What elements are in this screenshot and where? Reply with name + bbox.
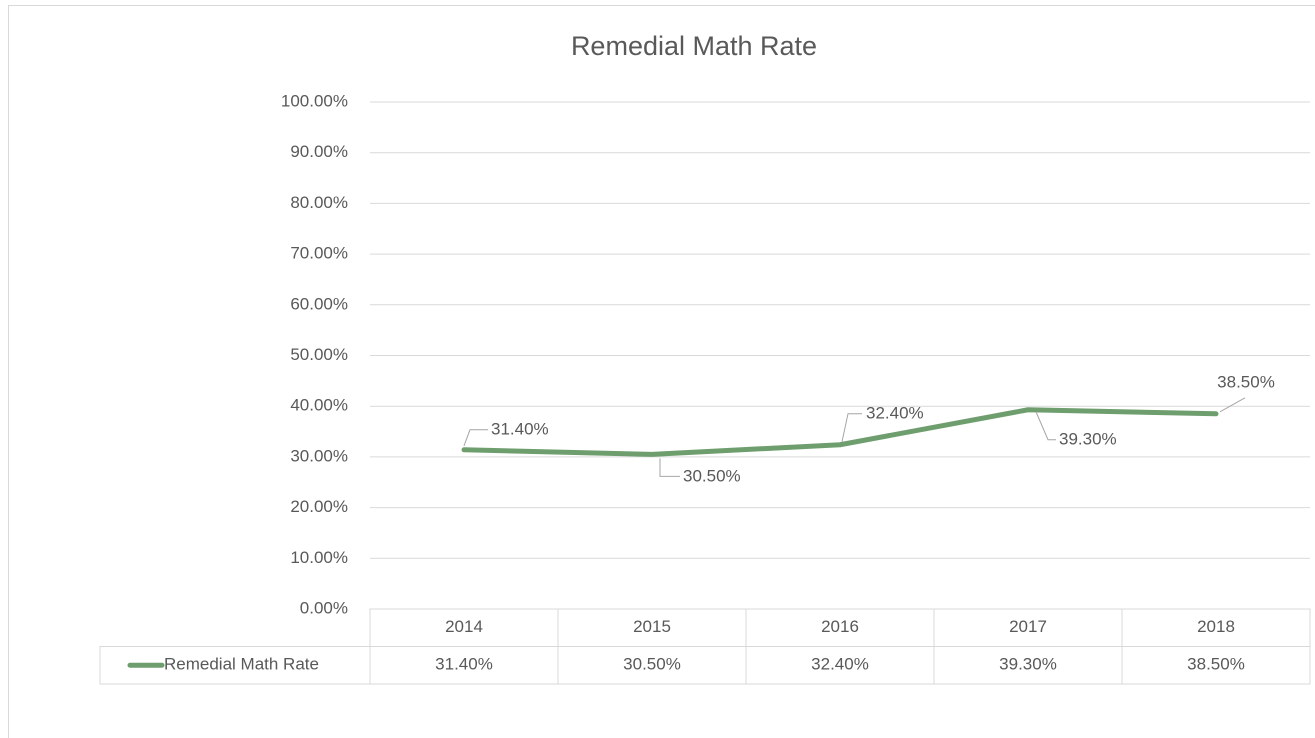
- leader-line: [1035, 411, 1056, 441]
- x-tick-label: 2017: [1009, 617, 1047, 636]
- y-tick-label: 100.00%: [281, 91, 348, 110]
- x-tick-label: 2014: [445, 617, 483, 636]
- leader-line: [1219, 397, 1246, 413]
- data-table-row: [99, 646, 1311, 685]
- y-tick-label: 0.00%: [300, 598, 348, 617]
- y-tick-label: 70.00%: [290, 244, 348, 263]
- x-tick-label: 2015: [633, 617, 671, 636]
- y-tick-label: 30.00%: [290, 446, 348, 465]
- leader-line: [463, 429, 488, 446]
- data-label: 30.50%: [683, 466, 741, 485]
- y-tick-label: 10.00%: [290, 548, 348, 567]
- leader-line: [659, 458, 680, 477]
- y-tick-label: 60.00%: [290, 294, 348, 313]
- table-value: 31.40%: [435, 655, 493, 674]
- x-tick-label: 2016: [821, 617, 859, 636]
- y-tick-label: 40.00%: [290, 396, 348, 415]
- table-value: 30.50%: [623, 655, 681, 674]
- y-tick-label: 80.00%: [290, 193, 348, 212]
- table-value: 38.50%: [1187, 655, 1245, 674]
- table-value: 32.40%: [811, 655, 869, 674]
- data-line: [461, 407, 1219, 457]
- data-label: 31.40%: [491, 419, 549, 438]
- legend-label: Remedial Math Rate: [164, 655, 319, 674]
- y-tick-label: 90.00%: [290, 142, 348, 161]
- y-tick-label: 20.00%: [290, 497, 348, 516]
- chart-title: Remedial Math Rate: [571, 31, 817, 61]
- data-label: 38.50%: [1217, 372, 1275, 391]
- y-tick-label: 50.00%: [290, 345, 348, 364]
- data-label: 39.30%: [1059, 429, 1117, 448]
- chart-frame: [8, 5, 1315, 738]
- data-label: 32.40%: [866, 403, 924, 422]
- leader-line: [841, 413, 862, 442]
- x-tick-label: 2018: [1197, 617, 1235, 636]
- table-value: 39.30%: [999, 655, 1057, 674]
